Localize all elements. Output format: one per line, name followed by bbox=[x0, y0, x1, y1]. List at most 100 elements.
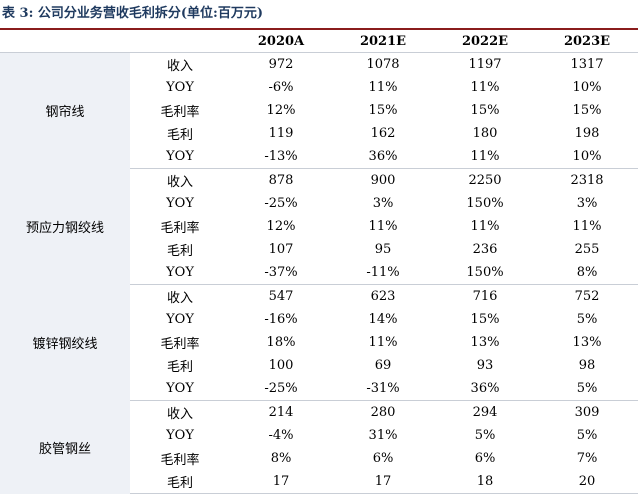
value-cell: 214 bbox=[268, 405, 294, 420]
value-cell: 547 bbox=[268, 289, 294, 304]
segment-name: 预应力钢绞线 bbox=[0, 168, 130, 285]
caption-title: 公司分业务营收毛利拆分(单位:百万元) bbox=[37, 6, 264, 21]
value-cell: 11% bbox=[470, 219, 500, 234]
value-cell: 18 bbox=[434, 470, 536, 494]
table-row: YOY -13% 36% 11% 10% bbox=[0, 145, 638, 169]
value-cell: 878 bbox=[268, 173, 294, 188]
metric-label: 毛利 bbox=[130, 470, 230, 494]
table-row: 胶管钢丝 收入 214 280 294 309 bbox=[0, 400, 638, 494]
value-cell: 36% bbox=[332, 145, 434, 169]
metric-label: 收入 bbox=[166, 407, 193, 422]
value-cell: 150% bbox=[466, 196, 504, 211]
value-cell: 100 bbox=[268, 358, 294, 373]
value-cell: 95 bbox=[374, 242, 392, 257]
table-row: YOY -25% -31% 36% 5% bbox=[0, 377, 638, 401]
table-row: 毛利 119 162 180 198 bbox=[0, 122, 638, 145]
value-cell: 119 bbox=[268, 126, 294, 141]
metric-label: 毛利率 bbox=[160, 337, 200, 352]
value-cell: 10% bbox=[536, 145, 638, 169]
metric-label: YOY bbox=[166, 312, 194, 327]
table-row: 毛利率 12% 15% 15% 15% bbox=[0, 99, 638, 122]
value-cell: 5% bbox=[536, 377, 638, 401]
table-row: 毛利率 12% 11% 11% 11% bbox=[0, 215, 638, 238]
metric-label: YOY bbox=[130, 145, 230, 169]
value-cell: 17 bbox=[332, 470, 434, 494]
value-cell: 11% bbox=[470, 80, 500, 95]
segment-name: 钢帘线 bbox=[0, 52, 130, 169]
metric-label: 毛利 bbox=[166, 244, 193, 259]
table-row: YOY -25% 3% 150% 3% bbox=[0, 192, 638, 215]
value-cell: -13% bbox=[230, 145, 332, 169]
value-cell: 15% bbox=[368, 103, 398, 118]
value-cell: 900 bbox=[370, 173, 396, 188]
value-cell: 98 bbox=[578, 358, 596, 373]
value-cell: 69 bbox=[374, 358, 392, 373]
value-cell: 15% bbox=[572, 103, 602, 118]
table-row: YOY -16% 14% 15% 5% bbox=[0, 308, 638, 331]
value-cell: 12% bbox=[266, 103, 296, 118]
table-row: YOY -6% 11% 11% 10% bbox=[0, 76, 638, 99]
header-year-2020a: 2020A bbox=[230, 30, 332, 53]
value-cell: 15% bbox=[470, 312, 500, 327]
value-cell: 309 bbox=[574, 405, 600, 420]
value-cell: 8% bbox=[270, 451, 292, 466]
value-cell: 3% bbox=[372, 196, 394, 211]
value-cell: 10% bbox=[572, 80, 602, 95]
metric-label: 毛利 bbox=[166, 128, 193, 143]
table-row: 毛利 107 95 236 255 bbox=[0, 238, 638, 261]
value-cell: 623 bbox=[370, 289, 396, 304]
metric-label: 收入 bbox=[166, 59, 193, 74]
value-cell: 280 bbox=[370, 405, 396, 420]
metric-label: YOY bbox=[166, 428, 194, 443]
value-cell: 6% bbox=[372, 451, 394, 466]
value-cell: 180 bbox=[472, 126, 498, 141]
value-cell: -16% bbox=[264, 312, 298, 327]
metric-label: YOY bbox=[166, 80, 194, 95]
value-cell: 6% bbox=[474, 451, 496, 466]
value-cell: 36% bbox=[434, 377, 536, 401]
value-cell: 18% bbox=[266, 335, 296, 350]
metric-label: YOY bbox=[166, 196, 194, 211]
value-cell: -4% bbox=[268, 428, 294, 443]
table-row: 毛利率 18% 11% 13% 13% bbox=[0, 331, 638, 354]
value-cell: -11% bbox=[332, 261, 434, 285]
value-cell: 11% bbox=[368, 335, 398, 350]
value-cell: 294 bbox=[472, 405, 498, 420]
metric-label: 收入 bbox=[166, 175, 193, 190]
caption-label: 表 3: bbox=[2, 6, 34, 21]
value-cell: 236 bbox=[472, 242, 498, 257]
value-cell: 14% bbox=[368, 312, 398, 327]
value-cell: 93 bbox=[476, 358, 494, 373]
value-cell: -25% bbox=[264, 196, 298, 211]
value-cell: 2318 bbox=[570, 173, 604, 188]
value-cell: 15% bbox=[470, 103, 500, 118]
value-cell: -25% bbox=[230, 377, 332, 401]
value-cell: -6% bbox=[268, 80, 294, 95]
value-cell: 150% bbox=[434, 261, 536, 285]
header-metric bbox=[130, 30, 230, 53]
metric-label: 毛利率 bbox=[160, 453, 200, 468]
header-year-2021e: 2021E bbox=[332, 30, 434, 53]
metric-label: YOY bbox=[130, 377, 230, 401]
metric-label: 收入 bbox=[166, 291, 193, 306]
segment-name: 镀锌钢绞线 bbox=[0, 284, 130, 401]
table-row: YOY -37% -11% 150% 8% bbox=[0, 261, 638, 285]
value-cell: 752 bbox=[574, 289, 600, 304]
value-cell: 972 bbox=[268, 57, 294, 72]
table-row: 毛利 17 17 18 20 bbox=[0, 470, 638, 494]
metric-label: 毛利率 bbox=[160, 221, 200, 236]
header-year-2022e: 2022E bbox=[434, 30, 536, 53]
value-cell: 255 bbox=[574, 242, 600, 257]
value-cell: 31% bbox=[368, 428, 398, 443]
table-caption: 表 3: 公司分业务营收毛利拆分(单位:百万元) bbox=[0, 0, 638, 30]
value-cell: 716 bbox=[472, 289, 498, 304]
value-cell: 3% bbox=[576, 196, 598, 211]
metric-label: 毛利率 bbox=[160, 105, 200, 120]
value-cell: 13% bbox=[572, 335, 602, 350]
value-cell: 107 bbox=[268, 242, 294, 257]
value-cell: 1078 bbox=[366, 57, 400, 72]
segment-name: 胶管钢丝 bbox=[0, 400, 130, 494]
table-row: 毛利率 8% 6% 6% 7% bbox=[0, 447, 638, 470]
value-cell: 5% bbox=[576, 428, 598, 443]
value-cell: 198 bbox=[574, 126, 600, 141]
